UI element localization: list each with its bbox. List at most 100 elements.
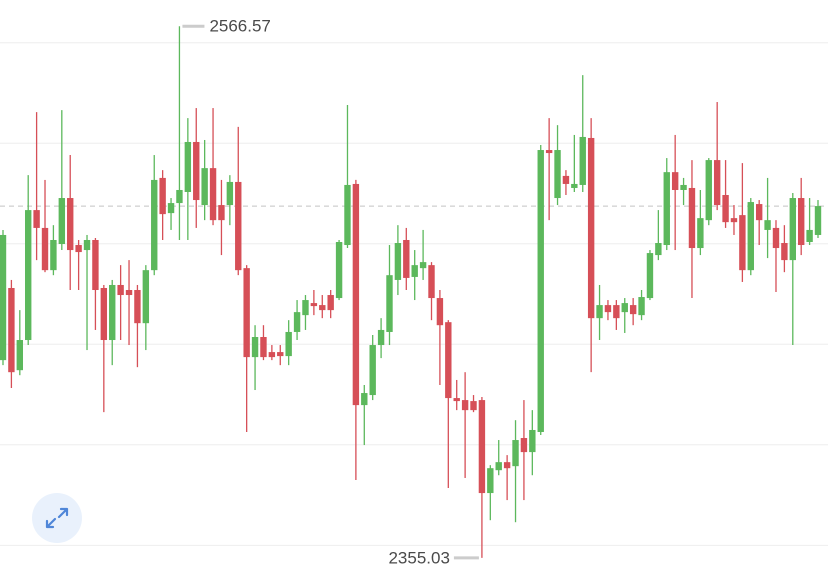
candle-body	[671, 172, 679, 190]
labels: 2566.57 2355.03	[182, 17, 479, 567]
candle-body	[739, 215, 746, 271]
candle-body	[386, 275, 393, 332]
candle-body	[520, 438, 528, 453]
candle-body	[461, 400, 469, 411]
low-label: 2355.03	[388, 548, 449, 567]
candle-body	[58, 198, 66, 245]
candle-body	[285, 331, 292, 357]
candle-body	[436, 298, 444, 326]
candle-body	[478, 400, 486, 494]
candle-body	[537, 150, 544, 432]
candle-body	[277, 352, 284, 357]
candle-body	[369, 345, 376, 396]
candle-body	[571, 183, 578, 188]
candle-body	[159, 177, 166, 215]
candle-body	[361, 393, 368, 406]
candle-body	[176, 189, 183, 204]
candle-body	[797, 198, 805, 246]
candle-body	[344, 184, 351, 246]
candle-body	[629, 305, 637, 315]
candle-body	[445, 322, 452, 399]
candle-body	[789, 198, 796, 261]
candle-body	[109, 284, 116, 341]
candle-body	[167, 203, 175, 214]
candle-body	[92, 239, 99, 291]
candle-body	[781, 243, 788, 261]
candle-body	[663, 172, 670, 246]
candle-body	[680, 184, 687, 190]
candle-body	[302, 300, 309, 316]
candle-body	[319, 305, 326, 311]
candle-body	[16, 340, 24, 371]
candle-body	[579, 136, 586, 185]
candle-body	[218, 205, 225, 221]
candle-body	[772, 227, 780, 249]
candle-body	[310, 303, 318, 307]
candle-body	[428, 265, 435, 299]
candle-body	[134, 290, 141, 324]
candle-body	[25, 210, 32, 341]
candle-body	[226, 181, 234, 206]
candle-body	[151, 179, 158, 271]
candle-body	[688, 187, 696, 249]
candle-body	[529, 429, 536, 453]
candle-body	[243, 268, 250, 358]
expand-button[interactable]	[32, 493, 82, 543]
candle-body	[554, 150, 561, 199]
candle-body	[41, 227, 49, 271]
candle-body	[184, 141, 192, 192]
candle-body	[604, 305, 612, 313]
candle-body	[503, 462, 511, 469]
candle-body	[730, 218, 738, 223]
candle-body	[470, 401, 477, 411]
grid	[0, 42, 828, 546]
candle-body	[512, 440, 519, 467]
candle-body	[403, 239, 410, 278]
candle-body	[251, 336, 259, 358]
candle-body	[419, 262, 427, 269]
candle-body	[335, 242, 343, 299]
candle-body	[705, 160, 712, 221]
candle-body	[235, 181, 242, 271]
candle-body	[100, 287, 108, 341]
candle-body	[125, 290, 133, 296]
candle-body	[713, 160, 721, 206]
candle-body	[268, 352, 276, 358]
candle-body	[764, 220, 771, 230]
high-label: 2566.57	[209, 17, 270, 36]
candle-body	[814, 206, 822, 235]
candle-body	[201, 168, 208, 206]
candle-body	[587, 137, 595, 319]
candle-body	[655, 243, 662, 256]
candle-body	[377, 329, 385, 346]
candle-body	[411, 265, 418, 277]
candle-body	[352, 183, 360, 406]
candle-body	[697, 218, 704, 249]
candle-body	[8, 287, 15, 373]
expand-button-bg[interactable]	[32, 493, 82, 543]
candle-body	[260, 336, 267, 358]
expand-icon[interactable]	[45, 507, 69, 529]
candle-body	[193, 141, 200, 201]
candle-body	[453, 398, 460, 402]
candles	[0, 26, 822, 558]
candle-body	[394, 243, 402, 280]
candle-body	[596, 305, 603, 319]
candle-body	[747, 202, 754, 271]
candle-body	[562, 175, 570, 184]
candle-body	[545, 150, 553, 154]
candle-body	[495, 462, 502, 471]
candle-body	[142, 270, 150, 324]
candle-body	[0, 234, 7, 361]
candle-body	[33, 210, 40, 228]
candle-body	[613, 305, 620, 319]
candle-body	[67, 198, 74, 251]
candle-body	[75, 245, 82, 253]
candle-body	[50, 239, 57, 271]
candle-body	[327, 295, 334, 311]
candle-body	[646, 253, 654, 299]
candle-body	[209, 168, 217, 221]
candle-body	[293, 312, 301, 332]
